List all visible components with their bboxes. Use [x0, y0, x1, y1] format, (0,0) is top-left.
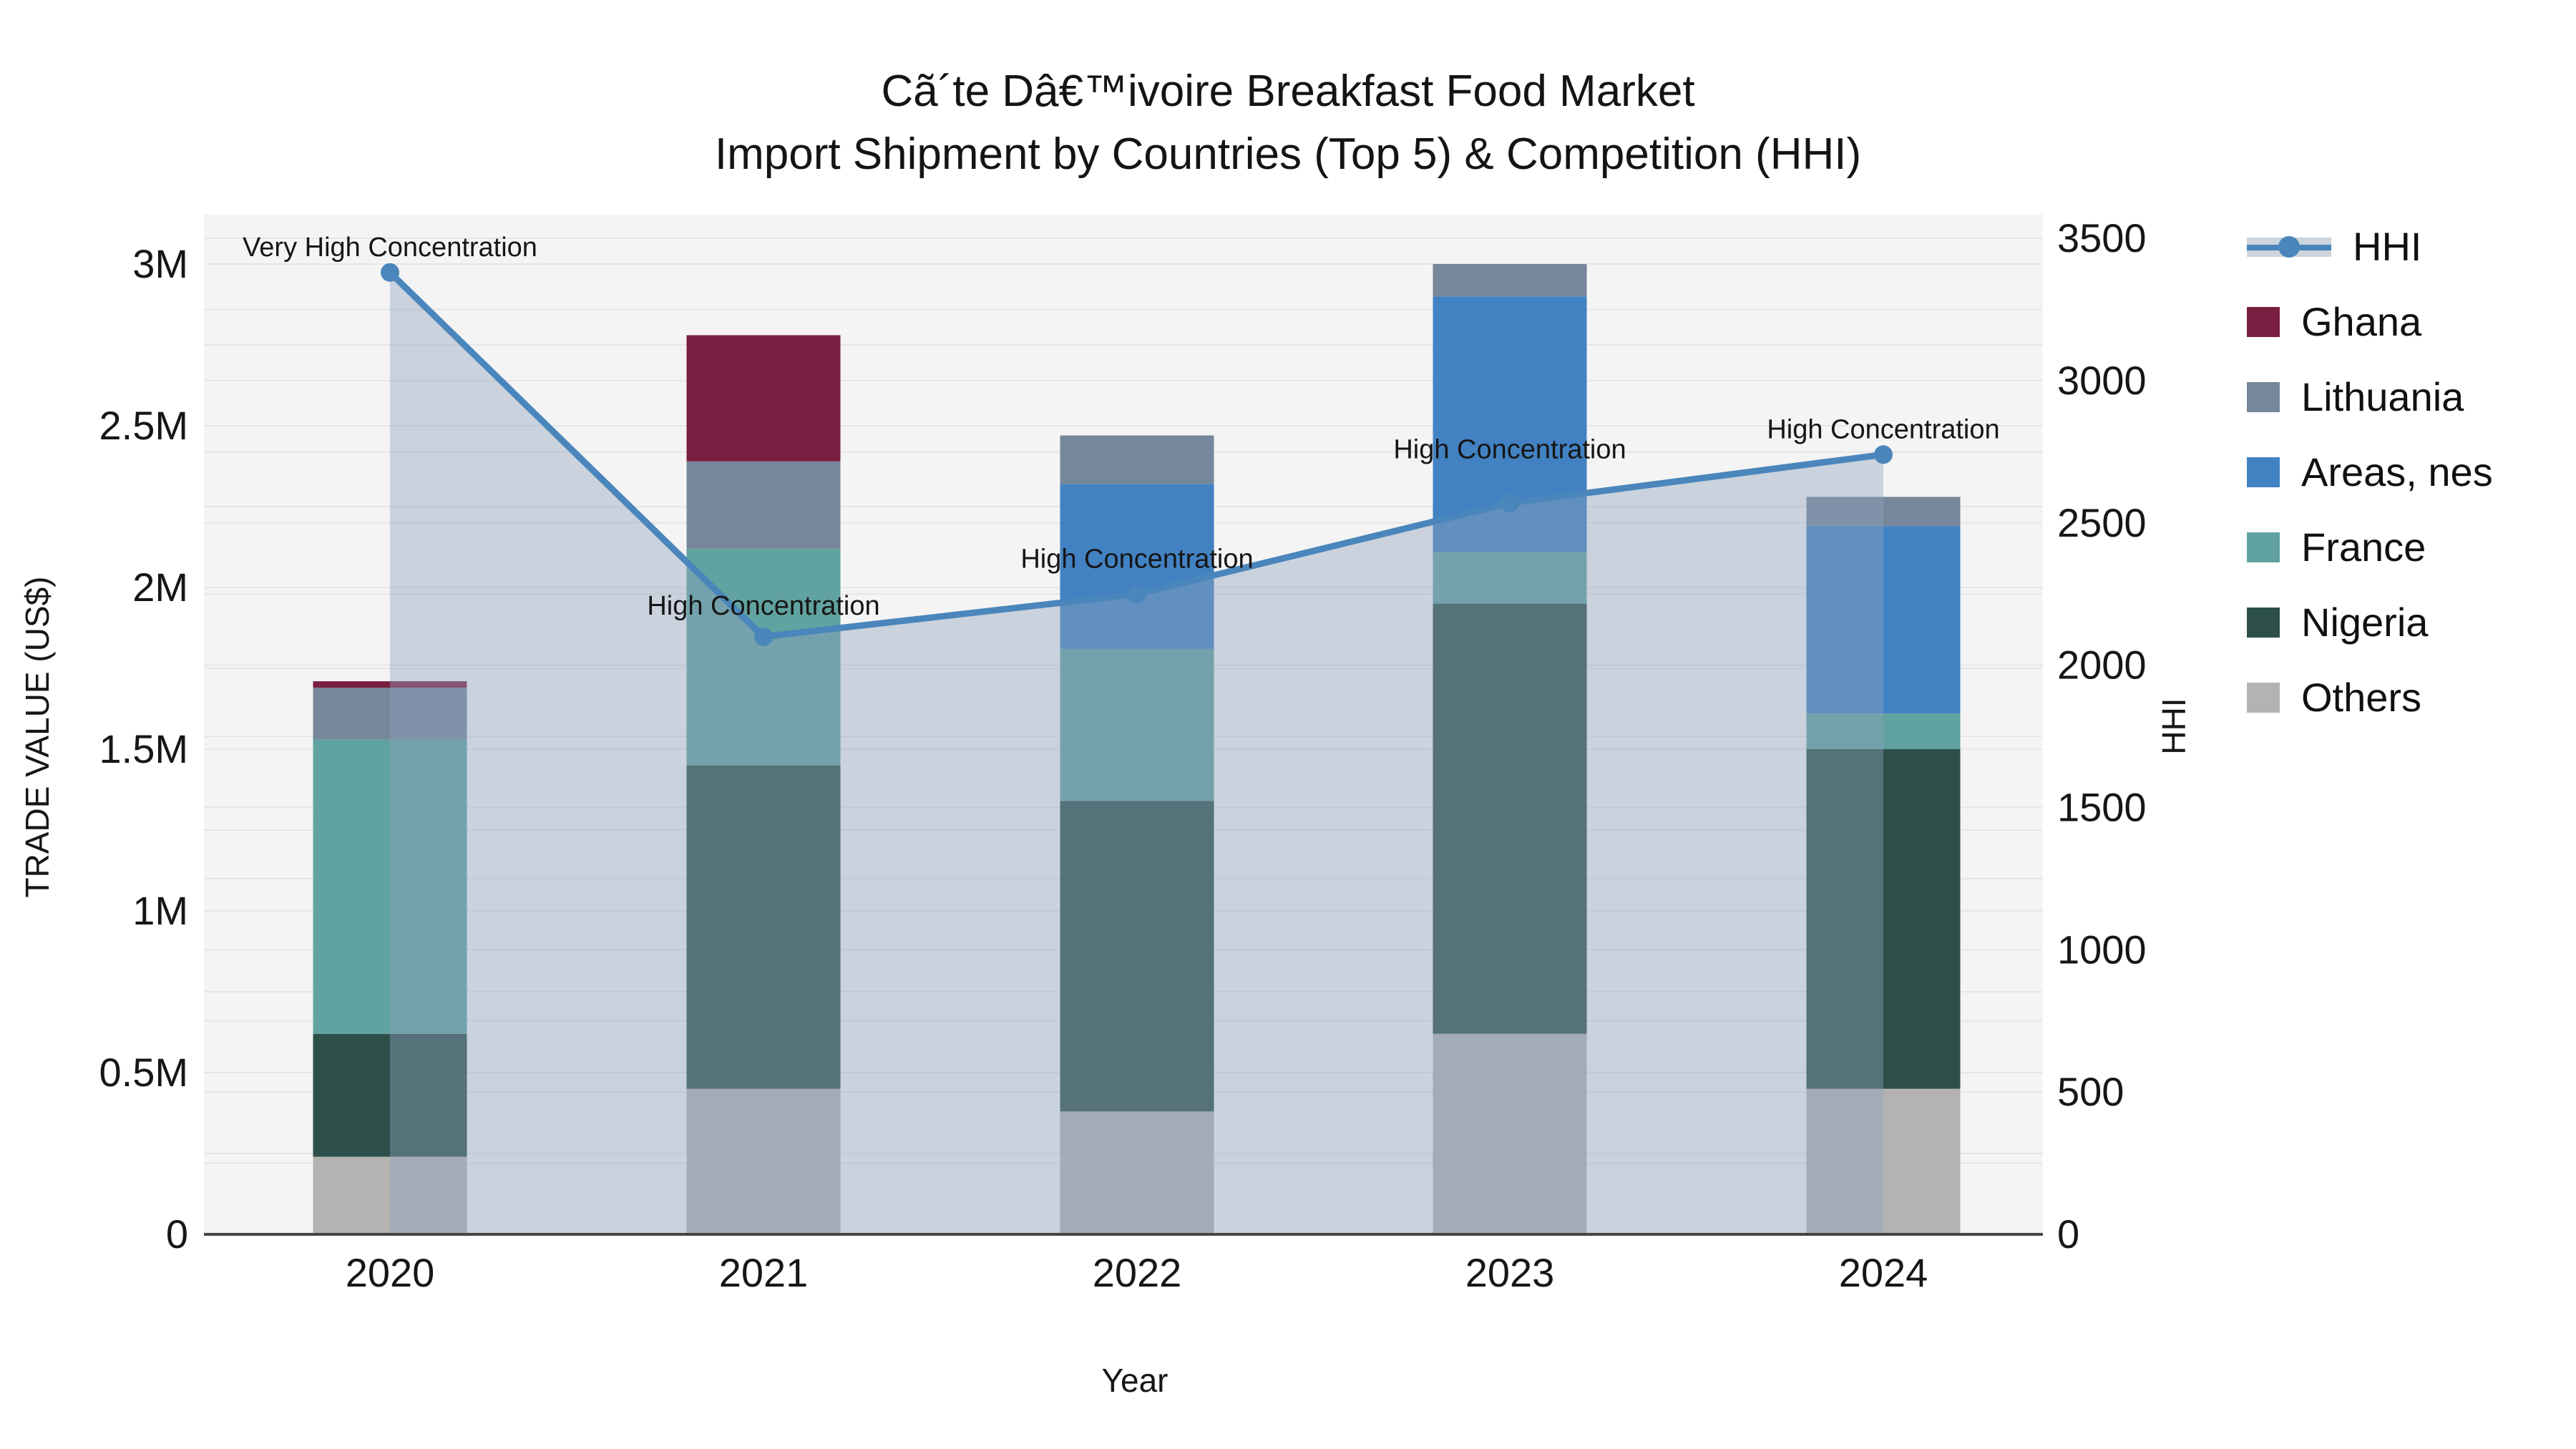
- legend-item-areas-nes[interactable]: Areas, nes: [2247, 449, 2493, 495]
- bar-segment-others-2021: [686, 1088, 841, 1234]
- bar-segment-nigeria-2020: [313, 1033, 467, 1157]
- y-axis-title-left: TRADE VALUE (US$): [19, 576, 56, 898]
- bar-segment-france-2023: [1433, 552, 1587, 604]
- bar-segment-areas-nes-2022: [1060, 484, 1214, 649]
- bar-segment-others-2022: [1060, 1111, 1214, 1234]
- bar-segment-lithuania-2020: [313, 688, 467, 740]
- x-tick: 2022: [1093, 1250, 1182, 1295]
- x-tick: 2024: [1839, 1250, 1928, 1295]
- legend-label: Nigeria: [2301, 600, 2429, 645]
- annotation: High Concentration: [1767, 415, 1999, 445]
- y-tick-right: 0: [2057, 1211, 2079, 1257]
- legend-item-france[interactable]: France: [2247, 524, 2493, 570]
- y-tick-left: 2M: [132, 565, 188, 610]
- y-tick-right: 1000: [2057, 927, 2147, 972]
- y-axis-title-right: HHI: [2155, 698, 2192, 755]
- bar-segment-nigeria-2024: [1806, 749, 1961, 1089]
- x-axis-title: Year: [1101, 1362, 1169, 1399]
- hhi-sample-dot: [2278, 235, 2300, 258]
- y-tick-right: 1500: [2057, 784, 2147, 829]
- legend-item-hhi[interactable]: HHI: [2247, 223, 2493, 270]
- chart-title-line2: Import Shipment by Countries (Top 5) & C…: [714, 130, 1862, 179]
- y-tick-right: 3000: [2057, 358, 2147, 403]
- y-tick-left: 1.5M: [99, 726, 189, 771]
- bar-segment-nigeria-2022: [1060, 801, 1214, 1112]
- legend-item-others[interactable]: Others: [2247, 674, 2493, 721]
- bar-segment-ghana-2020: [313, 681, 467, 688]
- bar-segment-nigeria-2023: [1433, 603, 1587, 1034]
- legend-item-lithuania[interactable]: Lithuania: [2247, 374, 2493, 420]
- bar-segment-lithuania-2022: [1060, 435, 1214, 484]
- y-tick-right: 500: [2057, 1069, 2124, 1114]
- legend-item-nigeria[interactable]: Nigeria: [2247, 599, 2493, 645]
- bar-segment-france-2024: [1806, 713, 1961, 749]
- hhi-marker-2021: [754, 627, 773, 646]
- legend-label: Ghana: [2301, 299, 2422, 344]
- legend-label: Others: [2301, 675, 2422, 720]
- bar-segment-others-2024: [1806, 1088, 1961, 1234]
- legend-swatch: [2247, 381, 2280, 412]
- hhi-marker-2022: [1128, 585, 1146, 604]
- hhi-marker-2020: [381, 263, 399, 282]
- bar-segment-france-2022: [1060, 648, 1214, 801]
- hhi-marker-2023: [1501, 493, 1519, 512]
- chart-title-line1: Cã´te Dâ€™ivoire Breakfast Food Market: [881, 67, 1695, 116]
- bar-segment-areas-nes-2024: [1806, 526, 1961, 714]
- y-tick-left: 1M: [132, 888, 188, 933]
- legend-label: France: [2301, 525, 2426, 570]
- bar-segment-others-2020: [313, 1156, 467, 1234]
- annotation: Very High Concentration: [243, 233, 537, 263]
- bar-segment-lithuania-2024: [1806, 497, 1961, 527]
- y-tick-right: 2500: [2057, 500, 2147, 545]
- hhi-line-sample-icon: [2247, 231, 2331, 263]
- legend-label: Lithuania: [2301, 374, 2464, 419]
- y-tick-left: 0.5M: [99, 1050, 189, 1095]
- y-tick-left: 3M: [132, 241, 188, 286]
- chart-title: Cã´te Dâ€™ivoire Breakfast Food Market I…: [0, 60, 2576, 186]
- y-tick-right: 2000: [2057, 643, 2147, 688]
- y-tick-left: 2.5M: [99, 403, 189, 448]
- legend: HHI Ghana Lithuania Areas, nes France Nigeria…: [2247, 223, 2493, 721]
- y-tick-right: 3500: [2057, 215, 2147, 260]
- hhi-area: [390, 272, 1883, 1235]
- legend-item-ghana[interactable]: Ghana: [2247, 298, 2493, 345]
- annotation: High Concentration: [1393, 434, 1626, 464]
- bar-segment-ghana-2021: [686, 335, 841, 462]
- bar-segment-lithuania-2021: [686, 461, 841, 549]
- bar-segment-others-2023: [1433, 1033, 1587, 1234]
- bar-segment-france-2020: [313, 739, 467, 1034]
- legend-swatch: [2247, 607, 2280, 638]
- legend-swatch: [2247, 682, 2280, 713]
- annotation: High Concentration: [1020, 544, 1253, 574]
- hhi-marker-2024: [1874, 445, 1893, 464]
- legend-label: Areas, nes: [2301, 449, 2493, 494]
- legend-swatch: [2247, 532, 2280, 562]
- legend-label: HHI: [2353, 224, 2422, 269]
- legend-swatch: [2247, 457, 2280, 487]
- legend-swatch: [2247, 306, 2280, 337]
- x-tick: 2023: [1465, 1250, 1555, 1295]
- x-tick: 2020: [346, 1250, 435, 1295]
- x-tick: 2021: [719, 1250, 809, 1295]
- annotation: High Concentration: [647, 591, 879, 621]
- y-tick-left: 0: [166, 1211, 188, 1257]
- bar-segment-lithuania-2023: [1433, 264, 1587, 297]
- bar-segment-nigeria-2021: [686, 765, 841, 1089]
